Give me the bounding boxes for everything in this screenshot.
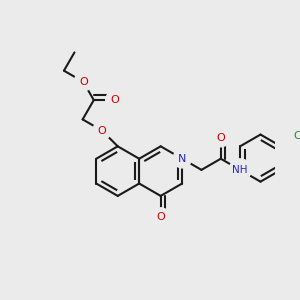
Circle shape — [229, 159, 251, 181]
Circle shape — [173, 149, 191, 168]
Circle shape — [106, 91, 124, 109]
Circle shape — [152, 208, 170, 226]
Circle shape — [74, 73, 92, 91]
Text: O: O — [79, 77, 88, 87]
Text: O: O — [110, 95, 119, 105]
Circle shape — [93, 122, 111, 140]
Circle shape — [288, 125, 300, 147]
Text: Cl: Cl — [294, 131, 300, 141]
Text: NH: NH — [232, 165, 248, 175]
Text: O: O — [156, 212, 165, 222]
Text: O: O — [98, 126, 106, 136]
Text: N: N — [178, 154, 186, 164]
Text: O: O — [216, 133, 225, 143]
Circle shape — [212, 128, 230, 147]
